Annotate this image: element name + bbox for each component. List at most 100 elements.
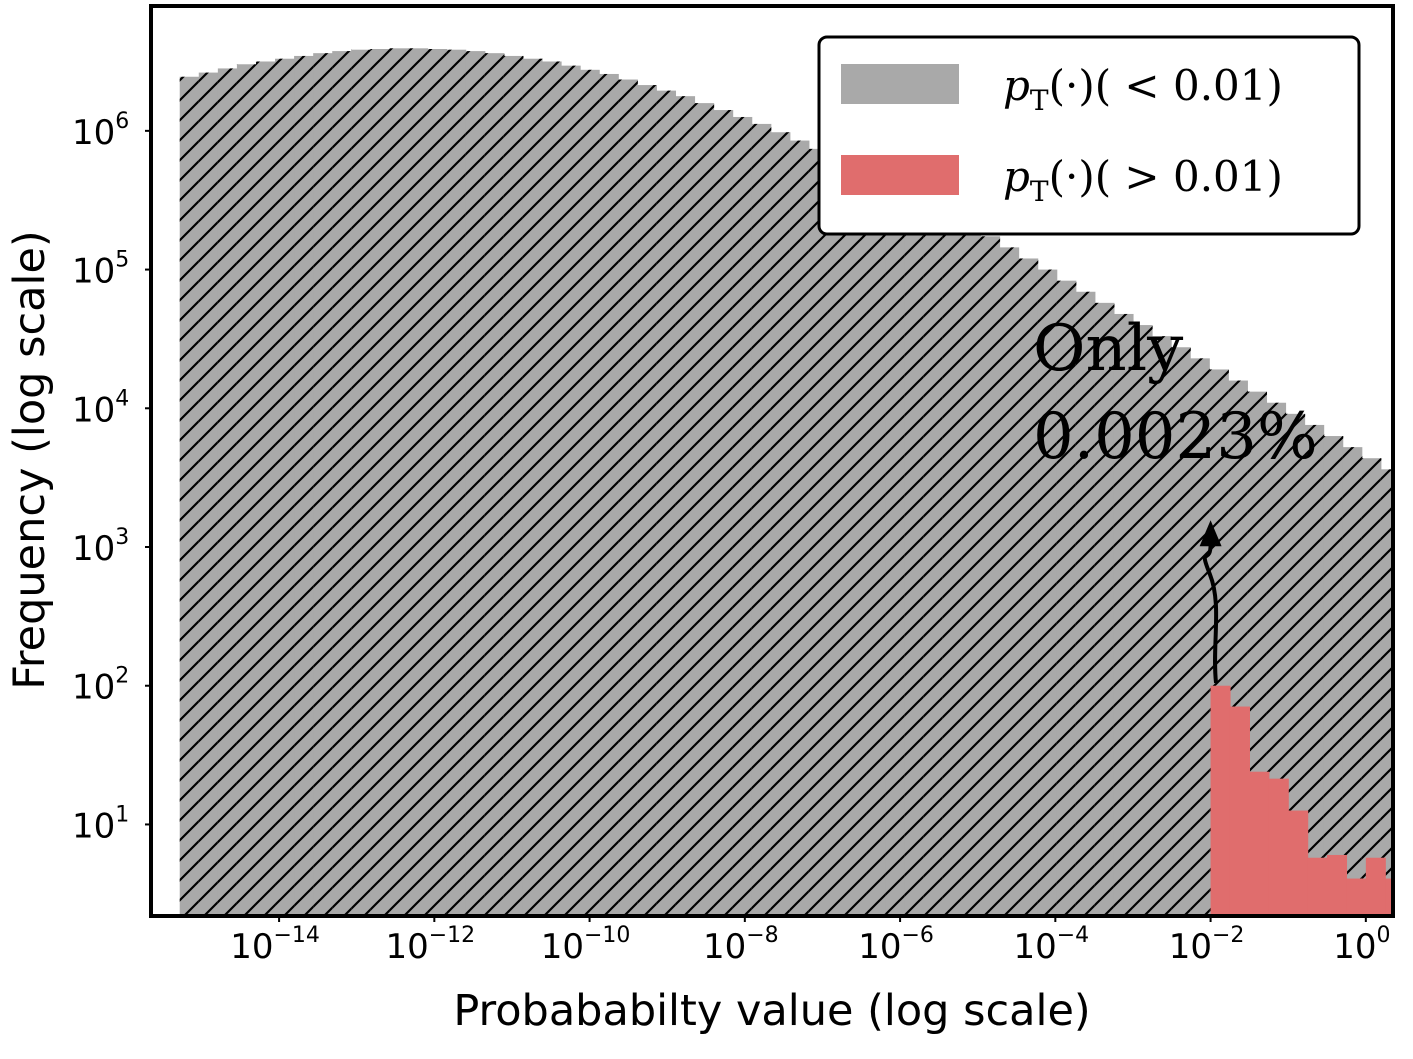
- bar-high: [1327, 854, 1348, 916]
- bar-hatch: [179, 76, 200, 916]
- bar-hatch: [980, 236, 1001, 916]
- annotation-line-2: 0.0023%: [1033, 400, 1318, 474]
- bar-hatch: [751, 123, 772, 916]
- bar-low: [1400, 480, 1413, 916]
- bar-hatch: [846, 165, 867, 916]
- bar-hatch: [408, 48, 429, 916]
- bar-hatch: [1132, 325, 1153, 916]
- bar-hatch: [1190, 358, 1210, 916]
- x-tick-label: 10−6: [858, 923, 934, 967]
- annotation-arrowhead: [1199, 520, 1222, 547]
- bar-high: [1229, 706, 1250, 916]
- bar-hatch: [618, 79, 638, 916]
- bar-hatch: [827, 157, 848, 916]
- bar-hatch: [217, 68, 238, 916]
- series-high-bars: [1210, 566, 1413, 916]
- bar-hatch: [236, 64, 257, 916]
- bar-hatch: [465, 51, 486, 916]
- bar-hatch: [1152, 336, 1172, 916]
- y-tick-label: 105: [72, 248, 129, 292]
- bar-hatch: [370, 49, 391, 916]
- bar-high: [1210, 685, 1231, 916]
- bar-hatch: [808, 148, 829, 916]
- legend-swatch-high: [841, 155, 959, 195]
- bar-hatch: [561, 65, 581, 916]
- annotation: Only 0.0023%: [1033, 312, 1318, 684]
- bar-hatch: [1075, 291, 1096, 916]
- legend: pT(·)( < 0.01) pT(·)( > 0.01): [817, 35, 1361, 236]
- y-tick-label: 101: [72, 802, 129, 846]
- bar-hatch: [866, 175, 886, 916]
- y-tick-label: 104: [72, 386, 129, 430]
- bar-hatch: [522, 58, 543, 916]
- bar-hatch: [484, 53, 505, 916]
- bar-hatch: [446, 49, 467, 916]
- bar-hatch: [198, 72, 219, 916]
- annotation-line-1: Only: [1033, 312, 1183, 386]
- bar-high: [1405, 566, 1413, 916]
- x-axis-ticks: 10−14 10−12 10−10 10−8 10−6 10−4 10−2 100: [230, 916, 1390, 967]
- bar-hatch: [694, 103, 715, 916]
- bar-hatch: [351, 49, 371, 916]
- bar-hatch: [541, 61, 562, 916]
- x-tick-label: 10−12: [385, 923, 475, 967]
- bar-hatch: [255, 61, 276, 916]
- bar-high: [1268, 778, 1289, 916]
- bar-hatch: [675, 96, 696, 916]
- bar-hatch: [1285, 413, 1306, 916]
- x-tick-label: 100: [1333, 923, 1390, 967]
- y-tick-label: 102: [72, 664, 129, 708]
- y-tick-label: 103: [72, 525, 129, 569]
- bar-hatch: [1113, 313, 1134, 916]
- annotation-arrow: [1202, 544, 1219, 684]
- bar-hatch: [885, 184, 905, 916]
- bar-hatch: [770, 132, 791, 916]
- bar-hatch: [332, 51, 352, 916]
- bar-hatch: [427, 49, 448, 916]
- x-tick-label: 10−4: [1013, 923, 1089, 967]
- bar-hatch: [275, 58, 295, 916]
- bar-hatch: [1056, 280, 1077, 916]
- bar-high: [1385, 878, 1393, 916]
- bar-high: [1307, 857, 1328, 916]
- x-axis-label: Probababilty value (log scale): [453, 986, 1090, 1036]
- bar-hatch: [1018, 258, 1039, 916]
- bar-high: [1288, 810, 1309, 916]
- bar-hatch: [1094, 302, 1115, 916]
- series-low-bars: [179, 48, 1413, 916]
- bar-hatch: [580, 69, 600, 916]
- bar-hatch: [961, 225, 982, 916]
- bar-hatch: [1037, 269, 1058, 916]
- x-tick-label: 10−8: [703, 923, 779, 967]
- bar-hatch: [313, 53, 333, 916]
- bar-hatch: [942, 214, 962, 916]
- bar-hatch: [656, 90, 677, 916]
- bar-high: [1249, 771, 1270, 916]
- bar-high: [1346, 878, 1367, 916]
- legend-swatch-low: [841, 64, 959, 104]
- bar-hatch: [713, 110, 734, 916]
- x-tick-label: 10−14: [230, 923, 320, 967]
- bar-hatch: [1323, 436, 1344, 916]
- bar-hatch: [923, 204, 943, 916]
- y-axis-ticks: 101 102 103 104 105 106: [72, 109, 151, 846]
- bar-hatch: [637, 85, 657, 916]
- bar-hatch: [389, 48, 410, 916]
- bar-hatch: [1380, 469, 1393, 916]
- bar-hatch: [503, 55, 524, 916]
- x-tick-label: 10−2: [1169, 923, 1245, 967]
- y-tick-label: 106: [72, 109, 129, 153]
- bar-hatch: [1171, 347, 1191, 916]
- legend-label-low: pT(·)( < 0.01): [1003, 61, 1283, 117]
- legend-label-high: pT(·)( > 0.01): [1003, 152, 1283, 208]
- x-tick-label: 10−10: [541, 923, 631, 967]
- bar-hatch: [599, 73, 619, 916]
- bar-hatch: [732, 116, 753, 916]
- bar-hatch: [1342, 447, 1363, 916]
- plot-frame: [149, 4, 1395, 918]
- bar-hatch: [789, 140, 810, 916]
- bar-hatch: [1304, 424, 1325, 916]
- bar-hatch: [904, 194, 924, 916]
- bar-hatch: [294, 55, 314, 916]
- bar-high: [1365, 857, 1386, 916]
